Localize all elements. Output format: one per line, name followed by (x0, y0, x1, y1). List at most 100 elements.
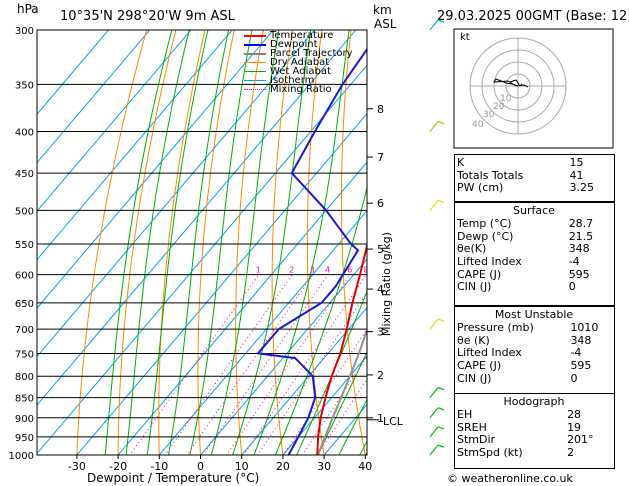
axes: 3003504004505005506006507007508008509009… (9, 26, 384, 473)
isotherm-line (117, 161, 367, 455)
hodo-ring-40: 40 (472, 120, 484, 130)
hodo-row: StmDir 201° (457, 433, 594, 447)
pressure-tick-label: 650 (15, 299, 34, 310)
pressure-tick-label: 850 (15, 394, 34, 405)
legend-dewpoint: Dewpoint (270, 39, 318, 50)
wet-adiabat-line (210, 30, 280, 455)
hodograph-table-title: Hodograph (503, 395, 565, 408)
hodo-ring-10: 10 (500, 94, 512, 104)
km-tick-label: 7 (377, 151, 384, 164)
surface-row: CIN (J) 0 (457, 280, 576, 294)
indices-table: K 15 Totals Totals 41 PW (cm) 3.25 (454, 157, 614, 195)
dry-adiabat-line (341, 30, 366, 455)
surface-box (454, 202, 615, 306)
wet-adiabats (104, 30, 367, 455)
wind-barb-flag (437, 120, 445, 125)
surface-row: θe(K) 348 (457, 242, 590, 256)
wet-adiabat-line (232, 30, 312, 455)
legend-swatch-isotherm (244, 80, 266, 81)
surface-title: Surface (513, 204, 555, 217)
surface-row: CAPE (J) 595 (457, 267, 590, 281)
legend-dry-adiabat: Dry Adiabat (270, 57, 330, 68)
pressure-tick-label: 750 (15, 349, 34, 360)
wind-barb-flag (437, 318, 445, 322)
pressure-tick-label: 300 (15, 26, 34, 37)
mu-row: Pressure (mb) 1010 (457, 321, 599, 335)
hodo-row: EH 28 (457, 408, 582, 422)
x-tick-label: 10 (235, 460, 249, 473)
pressure-tick-label: 700 (15, 325, 34, 336)
isotherm-line (37, 30, 192, 212)
pressure-tick-label: 500 (15, 206, 34, 217)
x-tick-label: 30 (317, 460, 331, 473)
isotherm-line (158, 209, 367, 455)
wind-barb (429, 407, 439, 419)
isotherm-line (241, 306, 367, 455)
isotherm-line (37, 30, 110, 115)
index-row-tt: Totals Totals 41 (457, 168, 584, 182)
dry-adiabat-line (158, 30, 206, 455)
pressure-tick-label: 950 (15, 433, 34, 444)
x-tick-label: -10 (150, 460, 168, 473)
legend-swatch-parcel (244, 52, 266, 55)
parcel-trajectory-line (316, 326, 367, 455)
isotherm-line (282, 355, 367, 455)
legend-mixing-ratio: Mixing Ratio (270, 84, 332, 95)
isotherm-line (37, 30, 357, 406)
datetime-title: 29.03.2025 00GMT (Base: 12) (437, 9, 629, 24)
dry-adiabat-line (76, 30, 148, 455)
wet-adiabat-line (296, 290, 367, 455)
mixing-ratio-line (316, 378, 367, 455)
profile-series (257, 47, 367, 455)
surface-row: Dewp (°C) 21.5 (457, 229, 594, 243)
mu-row: θe (K) 348 (457, 333, 592, 347)
isotherm-line (76, 112, 367, 455)
wind-barb-flag (437, 407, 445, 411)
wet-adiabat-line (167, 30, 230, 455)
isotherm-line (37, 30, 233, 261)
x-tick-label: 40 (358, 460, 372, 473)
surface-row: Temp (°C) 28.7 (457, 217, 594, 231)
mixing-ratio-line (129, 274, 260, 455)
isotherm-line (199, 258, 367, 455)
x-tick-label: 0 (197, 460, 204, 473)
hodograph-table-box (454, 393, 615, 469)
km-tick-label: 5 (377, 243, 384, 256)
location-title: 10°35'N 298°20'W 9m ASL (60, 9, 235, 24)
legend-swatch-dewpoint (244, 43, 266, 46)
mixing-ratio-line (243, 274, 367, 455)
dry-adiabat-line (117, 30, 177, 455)
isotherm-line (37, 30, 275, 309)
km-tick-label: 4 (377, 283, 384, 296)
x-tick-label: -20 (109, 460, 127, 473)
wind-barb-flag (437, 387, 445, 391)
asl-label: ASL (374, 17, 397, 31)
wet-adiabat-line (253, 30, 350, 455)
wet-adiabat-line (338, 398, 367, 455)
km-tick-label: 2 (377, 369, 384, 382)
pressure-tick-label: 400 (15, 128, 34, 139)
mixing-ratio-line (225, 274, 351, 455)
wind-barb (429, 318, 439, 330)
wet-adiabat-line (146, 30, 209, 455)
pressure-tick-label: 550 (15, 240, 34, 251)
x-axis-label: Dewpoint / Temperature (°C) (87, 471, 260, 485)
mixing-ratio-value-label: 6 (347, 266, 352, 275)
km-tick-label: 1 (377, 412, 384, 425)
pressure-tick-label: 450 (15, 169, 34, 180)
mixing-ratio-value-label: 20 (419, 266, 429, 275)
legend-isotherm: Isotherm (270, 75, 315, 86)
wet-adiabat-line (189, 30, 253, 455)
dry-adiabat-line (271, 30, 294, 455)
hodograph-kt-label: kt (460, 32, 470, 43)
dry-adiabat-line (235, 30, 264, 455)
wind-barb (429, 426, 439, 438)
hodo-ring-20: 20 (493, 102, 505, 112)
dewpoint-line (257, 47, 367, 455)
km-tick-label: 3 (377, 326, 384, 339)
isotherm-line (37, 30, 316, 358)
legend-temperature: Temperature (270, 30, 334, 41)
mixing-ratio-axis-label: Mixing Ratio (g/kg) (380, 232, 393, 336)
wet-adiabat-line (274, 185, 367, 455)
mixing-ratio-line (256, 292, 367, 455)
